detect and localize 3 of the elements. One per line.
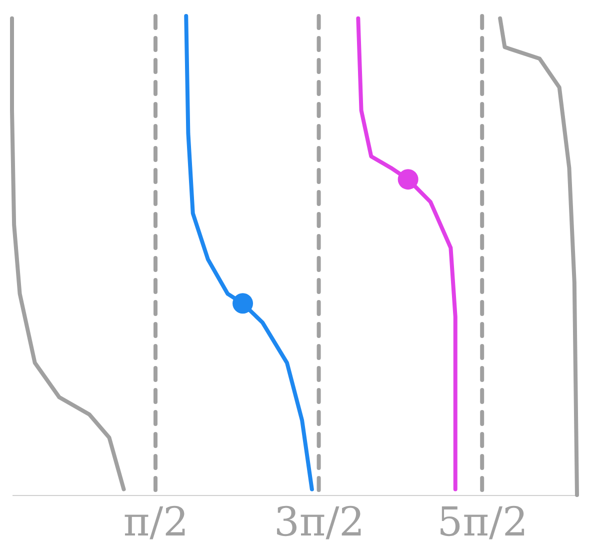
x-tick-label: 3π/2 [274, 500, 365, 546]
x-tick-label: π/2 [123, 500, 189, 546]
x-tick-label: 5π/2 [437, 500, 528, 546]
